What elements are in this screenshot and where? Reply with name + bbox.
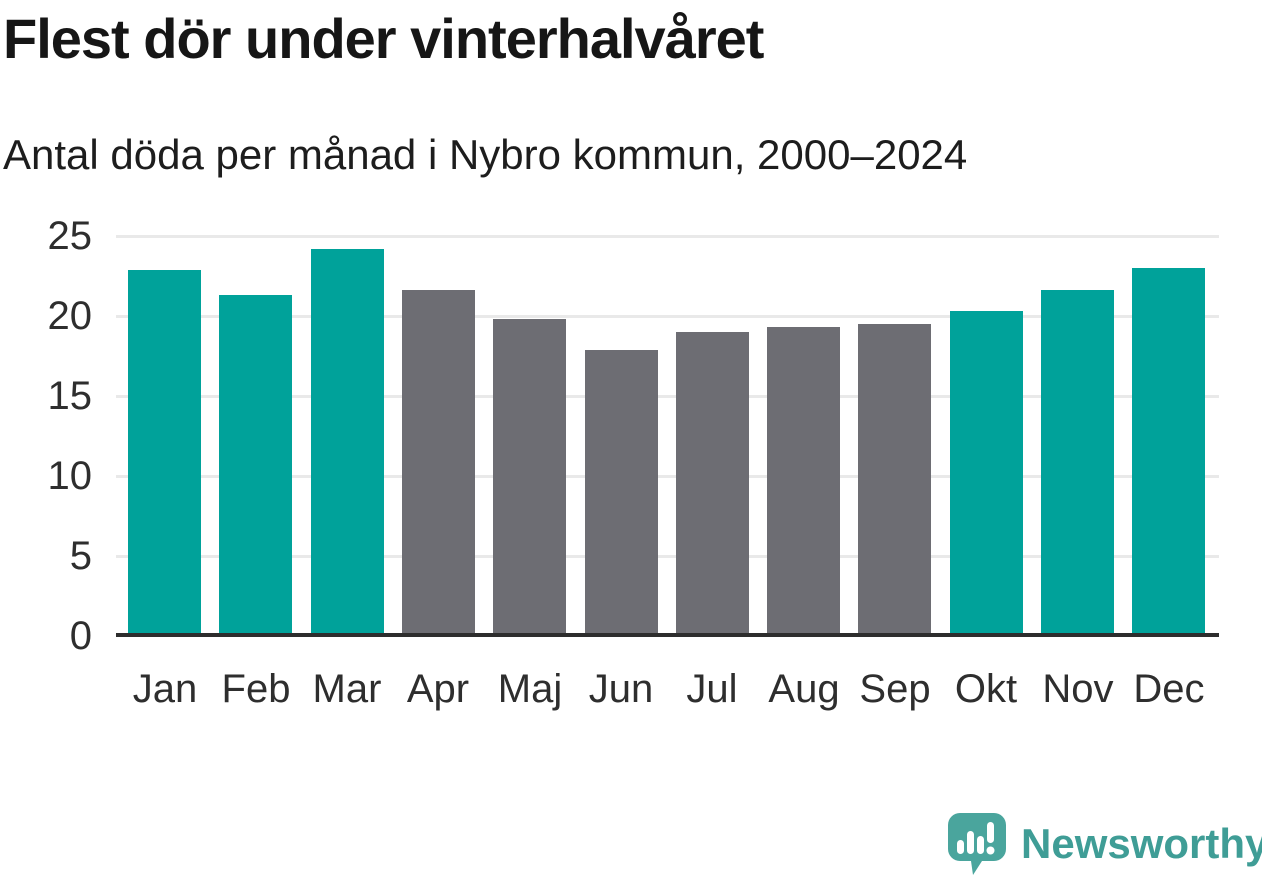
bar-maj	[493, 319, 566, 636]
x-tick-label-dec: Dec	[1133, 667, 1205, 711]
x-tick-label-jan: Jan	[132, 667, 198, 711]
bar-jan	[128, 270, 201, 636]
gridline-y25	[116, 235, 1219, 238]
newsworthy-logo-text: Newsworthy	[1021, 820, 1262, 867]
bar-okt	[950, 311, 1023, 636]
newsworthy-logo-icon	[948, 813, 1006, 875]
bar-apr	[402, 290, 475, 636]
x-axis-line	[116, 633, 1219, 637]
y-tick-label-20: 20	[47, 294, 93, 338]
gridline-y5	[116, 555, 1219, 558]
bar-aug	[767, 327, 840, 636]
y-tick-label-15: 15	[47, 374, 93, 418]
bar-mar	[311, 249, 384, 636]
gridline-y10	[116, 475, 1219, 478]
x-tick-label-jul: Jul	[686, 667, 738, 711]
chart-subtitle: Antal döda per månad i Nybro kommun, 200…	[3, 131, 968, 178]
x-tick-label-maj: Maj	[497, 667, 563, 711]
newsworthy-logo: Newsworthy	[948, 812, 1262, 876]
x-tick-label-okt: Okt	[954, 667, 1018, 711]
gridline-y20	[116, 315, 1219, 318]
y-tick-label-5: 5	[69, 534, 92, 578]
x-tick-label-feb: Feb	[221, 667, 291, 711]
bar-jul	[676, 332, 749, 636]
y-tick-label-25: 25	[47, 214, 93, 258]
y-tick-label-10: 10	[47, 454, 93, 498]
x-tick-label-jun: Jun	[588, 667, 654, 711]
gridline-y15	[116, 395, 1219, 398]
x-tick-label-aug: Aug	[768, 667, 840, 711]
bar-dec	[1132, 268, 1205, 636]
bar-nov	[1041, 290, 1114, 636]
x-tick-label-nov: Nov	[1042, 667, 1114, 711]
y-tick-label-0: 0	[69, 614, 92, 658]
bar-feb	[219, 295, 292, 636]
x-tick-label-apr: Apr	[406, 667, 470, 711]
bar-sep	[858, 324, 931, 636]
x-tick-label-mar: Mar	[312, 667, 382, 711]
chart-title: Flest dör under vinterhalvåret	[3, 7, 764, 70]
bar-jun	[585, 350, 658, 636]
x-tick-label-sep: Sep	[859, 667, 931, 711]
